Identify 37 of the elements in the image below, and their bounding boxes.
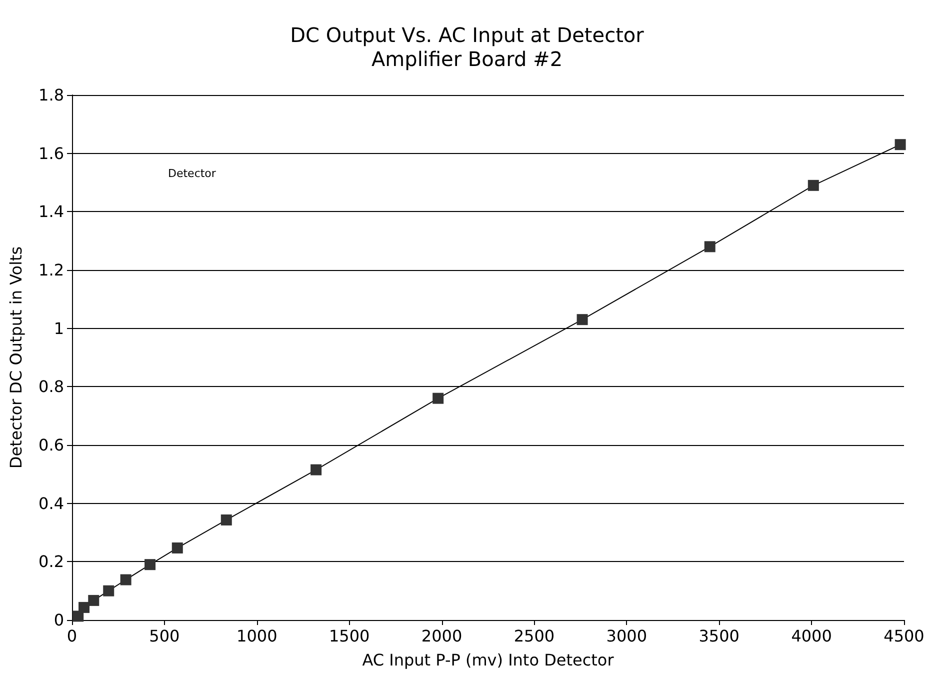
y-axis-title: Detector DC Output in Volts xyxy=(6,246,26,469)
x-tick-label: 3000 xyxy=(606,626,648,646)
annotation: Detector xyxy=(168,167,216,180)
y-tick-label: 1.4 xyxy=(38,202,64,222)
x-axis-title: AC Input P-P (mv) Into Detector xyxy=(362,650,614,670)
x-tick-label: 4500 xyxy=(884,626,924,646)
point xyxy=(120,574,132,586)
point xyxy=(432,392,444,404)
point xyxy=(808,180,819,191)
x-tick-label: 500 xyxy=(149,626,180,646)
x-tick-label: 1500 xyxy=(328,626,370,646)
y-tick-label: 0 xyxy=(54,610,64,630)
point xyxy=(894,139,906,150)
x-tick-label: 2500 xyxy=(514,626,555,646)
x-tick-label: 4000 xyxy=(791,626,832,646)
y-tick-label: 0.6 xyxy=(38,436,64,454)
x-tick-label: 0 xyxy=(66,626,78,646)
point xyxy=(220,514,232,526)
x-tick-label: 2000 xyxy=(421,626,462,646)
point xyxy=(78,602,90,613)
point xyxy=(310,464,322,476)
point xyxy=(103,585,114,596)
y-tick-label: 1.8 xyxy=(38,86,64,104)
y-tick-label: 1 xyxy=(54,318,64,338)
y-tick-label: 0.4 xyxy=(38,494,64,513)
y-tick-label: 0.8 xyxy=(38,377,64,396)
point xyxy=(172,542,183,554)
x-tick-label: 3500 xyxy=(698,626,740,646)
x-tick-label: 1000 xyxy=(236,626,278,646)
point xyxy=(144,559,156,570)
y-tick-label: 0.2 xyxy=(38,552,64,572)
chart-title: DC Output Vs. AC Input at Detector Amplifier Board #2 xyxy=(290,23,645,71)
y-tick-label: 1.2 xyxy=(38,260,64,280)
point xyxy=(576,314,588,326)
point xyxy=(88,594,100,606)
point xyxy=(704,241,716,252)
y-tick-label: 1.6 xyxy=(38,144,64,163)
